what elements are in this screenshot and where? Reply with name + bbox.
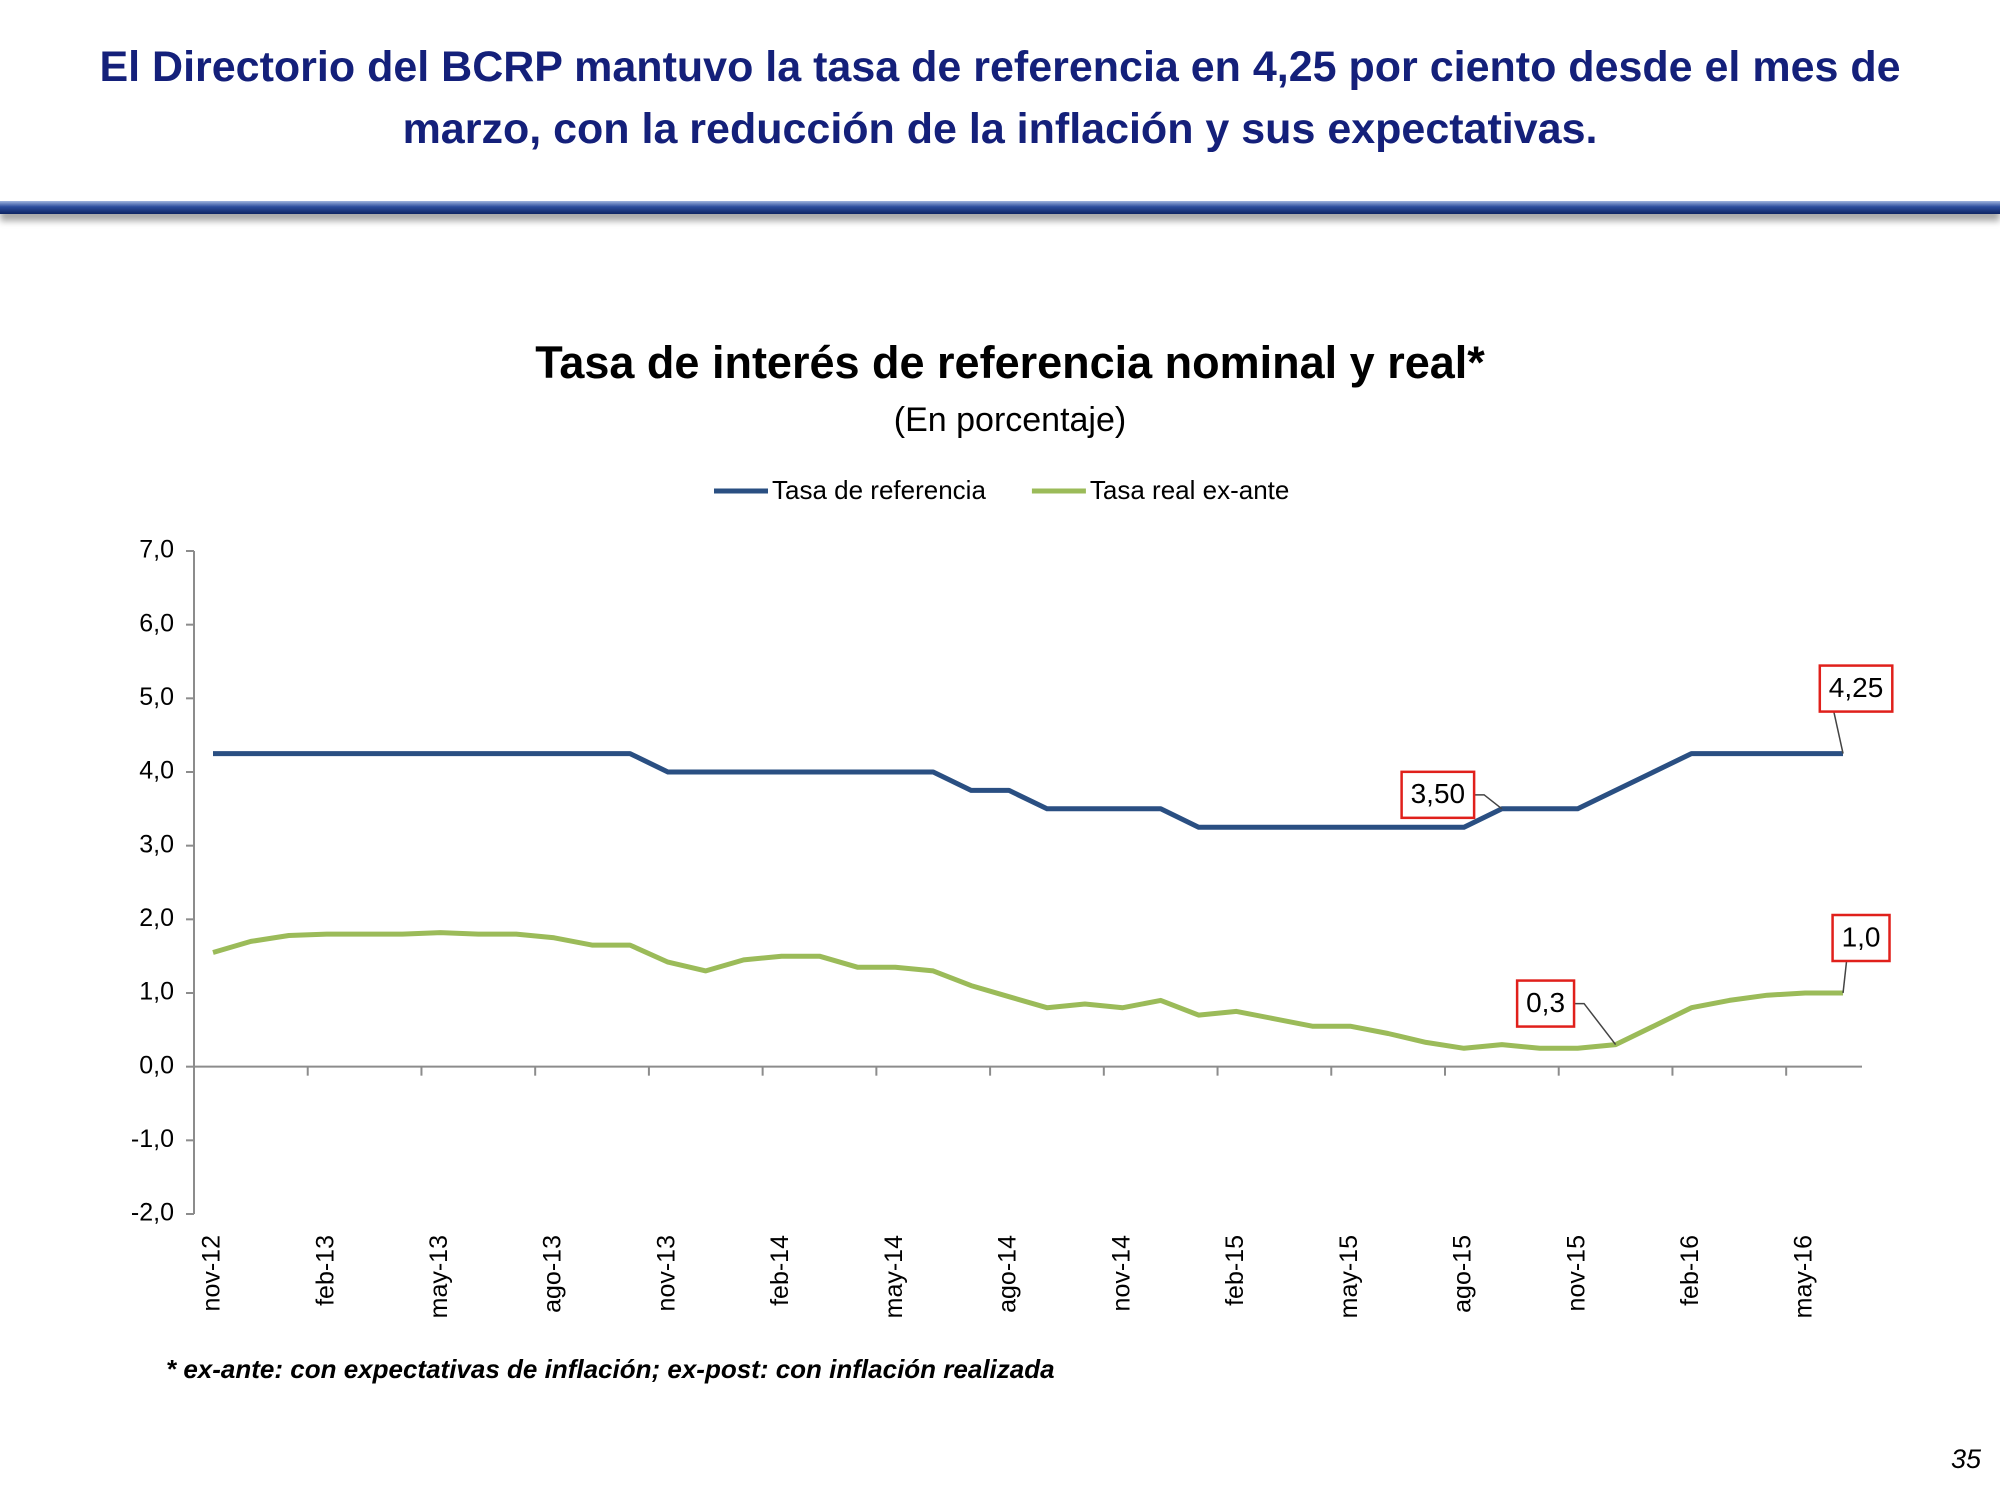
x-tick-label: nov-12 — [198, 1235, 226, 1311]
y-tick-label: 7,0 — [139, 536, 174, 564]
y-tick-label: -1,0 — [131, 1125, 174, 1153]
label-box — [1515, 979, 1576, 1028]
x-tick-label: may-16 — [1790, 1235, 1818, 1318]
label-box — [1400, 770, 1476, 820]
x-tick-label: feb-14 — [766, 1235, 794, 1306]
chart-title: Tasa de interés de referencia nominal y … — [535, 337, 1485, 388]
y-tick-label: 5,0 — [139, 683, 174, 711]
page-number: 35 — [1951, 1444, 1982, 1474]
x-tick-label: ago-15 — [1449, 1235, 1477, 1313]
series-line — [213, 751, 1843, 830]
data-label: 3,50 — [1411, 778, 1466, 809]
footnote: * ex-ante: con expectativas de inflación… — [166, 1354, 1055, 1384]
label-leader — [1474, 794, 1503, 810]
data-label: 0,3 — [1526, 987, 1565, 1018]
y-tick-label: 2,0 — [139, 904, 174, 932]
label-leader — [1842, 960, 1848, 994]
label-box — [1831, 913, 1891, 963]
x-tick-label: feb-15 — [1221, 1235, 1249, 1306]
y-tick-label: 6,0 — [139, 609, 174, 637]
x-tick-label: feb-16 — [1676, 1235, 1704, 1306]
x-tick-label: ago-14 — [994, 1235, 1022, 1313]
x-tick-label: nov-15 — [1562, 1235, 1590, 1311]
x-tick-label: may-14 — [880, 1235, 908, 1318]
title-rule — [0, 201, 2000, 214]
series-line — [212, 930, 1843, 1051]
slide-title: El Directorio del BCRP mantuvo la tasa d… — [99, 43, 1901, 153]
label-leader — [1833, 711, 1844, 754]
x-tick-label: may-15 — [1335, 1235, 1363, 1318]
chart-subtitle: (En porcentaje) — [894, 401, 1126, 439]
y-tick-label: -2,0 — [131, 1199, 174, 1227]
label-box — [1818, 664, 1894, 713]
x-tick-label: may-13 — [425, 1235, 453, 1318]
y-tick-label: 3,0 — [139, 830, 174, 858]
y-tick-label: 4,0 — [139, 757, 174, 785]
label-leader — [1574, 1002, 1617, 1046]
data-label: 1,0 — [1842, 921, 1881, 952]
x-tick-label: ago-13 — [539, 1235, 567, 1313]
y-tick-label: 1,0 — [139, 978, 174, 1006]
x-tick-label: nov-14 — [1107, 1235, 1135, 1312]
x-tick-label: feb-13 — [311, 1235, 339, 1306]
y-tick-label: 0,0 — [139, 1051, 174, 1079]
data-label: 4,25 — [1829, 672, 1884, 703]
x-tick-label: nov-13 — [652, 1235, 680, 1311]
legend-label: Tasa de referencia — [772, 475, 986, 505]
legend-label: Tasa real ex-ante — [1090, 475, 1289, 505]
